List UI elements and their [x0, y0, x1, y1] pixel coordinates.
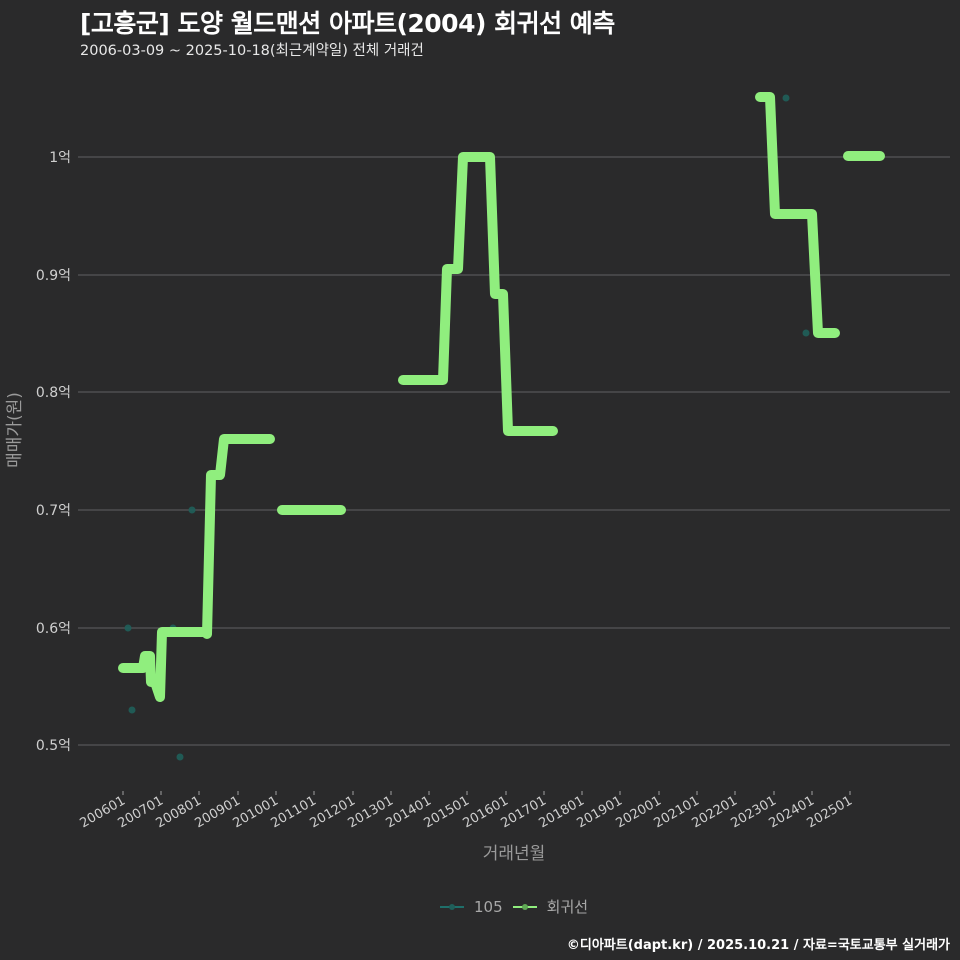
regression-segment	[118, 434, 275, 702]
y-tick-label: 0.9억	[36, 268, 71, 284]
scatter-series-105	[124, 94, 810, 761]
x-axis-title: 거래년월	[483, 844, 546, 864]
source-caption: ©디아파트(dapt.kr) / 2025.10.21 / 자료=국토교통부 실…	[566, 938, 950, 953]
y-gridlines	[78, 156, 950, 746]
data-point[interactable]	[124, 624, 132, 632]
x-axis-ticks: 200601 200701 200801 200901 201001 20110…	[78, 793, 855, 831]
legend-label: 105	[474, 897, 503, 916]
y-axis-title: 매매가(원)	[5, 392, 25, 468]
data-point[interactable]	[802, 329, 810, 337]
y-tick-label: 0.6억	[36, 621, 71, 637]
legend-swatch-icon	[440, 902, 464, 912]
y-tick-label: 0.8억	[36, 385, 71, 401]
data-point[interactable]	[128, 706, 136, 714]
regression-segment	[755, 92, 840, 338]
y-axis-ticks: 0.5억 0.6억 0.7억 0.8억 0.9억 1억	[36, 150, 71, 754]
legend-label: 회귀선	[546, 898, 589, 916]
legend-swatch-icon	[512, 902, 537, 912]
regression-line	[118, 92, 885, 702]
regression-segment	[398, 152, 558, 436]
chart-title: [고흥군] 도양 월드맨션 아파트(2004) 회귀선 예측	[80, 9, 615, 38]
y-tick-label: 1억	[49, 150, 71, 166]
chart-legend: 105 회귀선	[440, 896, 588, 917]
x-axis-tick-marks	[122, 791, 851, 795]
data-point[interactable]	[188, 506, 196, 514]
y-tick-label: 0.5억	[36, 738, 71, 754]
data-point[interactable]	[176, 753, 184, 761]
legend-item-regression[interactable]: 회귀선	[512, 896, 589, 917]
y-tick-label: 0.7억	[36, 503, 71, 519]
chart-subtitle: 2006-03-09 ~ 2025-10-18(최근계약일) 전체 거래건	[80, 43, 424, 59]
data-point[interactable]	[782, 94, 790, 102]
legend-item-105[interactable]: 105	[440, 898, 503, 916]
